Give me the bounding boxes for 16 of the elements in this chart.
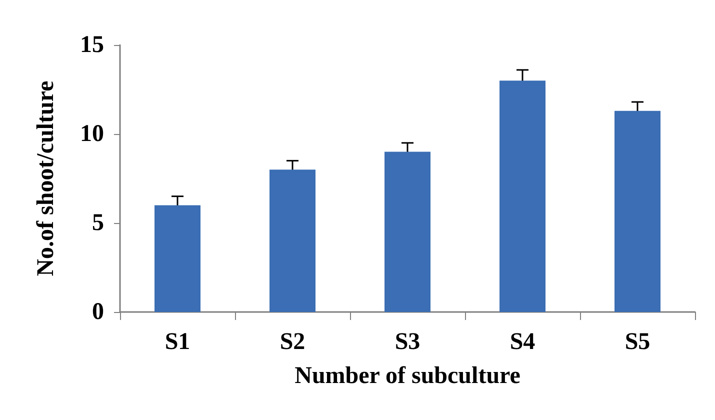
x-tick-label: S1 — [164, 329, 190, 355]
x-tick-label: S2 — [280, 329, 306, 355]
bar — [270, 170, 316, 312]
x-tick-label: S5 — [624, 329, 650, 355]
y-tick-label: 10 — [80, 121, 104, 147]
x-axis-title: Number of subculture — [294, 363, 521, 389]
bar — [614, 110, 660, 312]
y-tick-label: 15 — [80, 32, 104, 58]
y-tick-label: 5 — [92, 210, 104, 236]
bar — [384, 152, 430, 312]
x-tick-label: S3 — [394, 329, 420, 355]
y-axis-title: No.of shoot/culture — [33, 80, 59, 276]
x-tick-label: S4 — [510, 329, 536, 355]
y-tick-label: 0 — [92, 299, 104, 325]
bar — [500, 80, 546, 312]
bar — [154, 205, 200, 312]
